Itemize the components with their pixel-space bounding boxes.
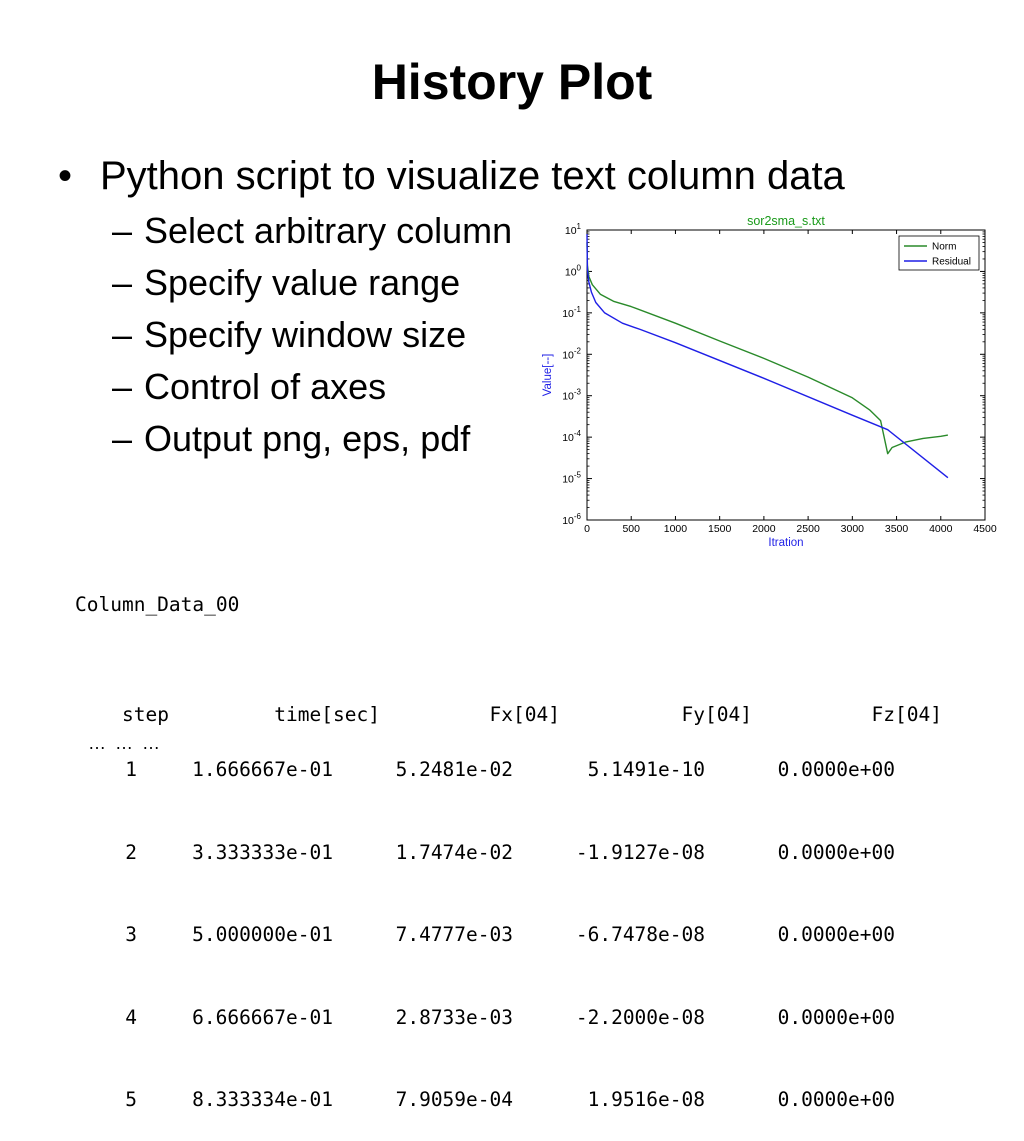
history-chart: 0 500 1000 1500 2000 2500 3000 3500 4000 4500 101 1… — [542, 214, 997, 549]
table-row: 3 5.000000e-01 7.4777e-03 -6.7478e-08 0.0000… — [75, 921, 942, 949]
table-cell: -2.2000e-08 — [575, 1005, 705, 1029]
x-tick-label: 2500 — [796, 523, 820, 535]
sub-bullet-text: Select arbitrary column — [144, 210, 513, 251]
series-line-norm — [586, 242, 949, 455]
table-cell: 0.0000e+00 — [777, 923, 895, 946]
legend-box — [898, 235, 980, 271]
table-row: 1 1.666667e-01 5.2481e-02 5.1491e-10 0.0000e… — [75, 756, 942, 784]
x-tick-label: 4000 — [929, 523, 953, 535]
sub-bullet: – Specify window size — [112, 309, 512, 361]
table-cell: 2 — [125, 840, 137, 864]
plot-frame — [586, 229, 986, 521]
y-tick-label: 10-5 — [562, 471, 581, 486]
bullet-marker: • — [58, 154, 73, 198]
x-tick-label: 500 — [622, 523, 640, 535]
dash-marker: – — [112, 262, 133, 303]
x-tick-label: 3500 — [885, 523, 909, 535]
table-header-row: step time[sec] Fx[04] Fy[04] Fz[04] — [75, 674, 942, 726]
y-tick-label: 10-1 — [562, 305, 581, 320]
dash-marker: – — [112, 210, 133, 251]
y-tick-label: 10-3 — [562, 388, 581, 403]
x-tick-label: 3000 — [841, 523, 865, 535]
sub-bullet-list: – Select arbitrary column – Specify value … — [112, 205, 512, 465]
x-tick-label: 1500 — [708, 523, 732, 535]
dash-marker: – — [112, 314, 133, 355]
y-tick-label: 10-6 — [562, 512, 581, 527]
y-tick-label: 10-4 — [562, 429, 581, 444]
table-ellipsis: … … … — [88, 733, 163, 753]
table-cell: 1 — [125, 758, 137, 781]
sub-bullet-text: Control of axes — [144, 366, 387, 407]
table-row: 2 3.333333e-01 1.7474e-02 -1.9127e-08 0.0000… — [75, 839, 942, 867]
legend-label: Residual — [932, 257, 971, 268]
table-header: step — [121, 703, 169, 726]
table-cell: 3.333333e-01 — [192, 840, 333, 864]
table-cell: 5.1491e-10 — [587, 758, 705, 781]
y-tick-label: 10-2 — [562, 346, 581, 361]
table-cell: 4 — [125, 1005, 137, 1029]
table-header: Fx[04] — [489, 703, 560, 726]
table-cell: 1.666667e-01 — [192, 758, 333, 781]
y-axis-label: Value[--] — [542, 354, 554, 397]
table-cell: 6.666667e-01 — [192, 1005, 333, 1029]
slide-title: History Plot — [371, 54, 653, 110]
x-tick-label: 2000 — [752, 523, 776, 535]
x-axis-label: Itration — [768, 537, 803, 549]
table-cell: 0.0000e+00 — [777, 1088, 895, 1111]
table-title: Column_Data_00 — [75, 593, 240, 616]
table-cell: 1.9516e-08 — [587, 1088, 705, 1111]
dash-marker: – — [112, 418, 133, 459]
chart-title: sor2sma_s.txt — [747, 214, 825, 228]
series-line-residual — [586, 234, 949, 479]
main-bullet-text: Python script to visualize text column d… — [100, 154, 845, 198]
table-cell: 5 — [125, 1088, 137, 1111]
column-data-table: Column_Data_00 step time[sec] Fx[04] Fy[04]… — [75, 536, 942, 1141]
sub-bullet: – Control of axes — [112, 361, 512, 413]
table-cell: 0.0000e+00 — [777, 758, 895, 781]
dash-marker: – — [112, 366, 133, 407]
table-row: 4 6.666667e-01 2.8733e-03 -2.2000e-08 0.0000… — [75, 1004, 942, 1032]
table-cell: 7.9059e-04 — [395, 1088, 513, 1111]
table-cell: 0.0000e+00 — [777, 1005, 895, 1029]
table-cell: 7.4777e-03 — [395, 923, 513, 946]
sub-bullet: – Specify value range — [112, 257, 512, 309]
x-tick-label: 1000 — [664, 523, 688, 535]
table-cell: -1.9127e-08 — [575, 840, 705, 864]
sub-bullet: – Select arbitrary column — [112, 205, 512, 257]
sub-bullet-text: Specify window size — [144, 314, 467, 355]
table-header: Fy[04] — [681, 703, 752, 726]
y-tick-label: 100 — [565, 263, 582, 278]
table-header: Fz[04] — [871, 703, 942, 726]
table-row: 5 8.333334e-01 7.9059e-04 1.9516e-08 0.0000e… — [75, 1086, 942, 1114]
sub-bullet-text: Specify value range — [144, 262, 461, 303]
table-cell: -6.7478e-08 — [575, 923, 705, 946]
table-cell: 3 — [125, 923, 137, 946]
table-header: time[sec] — [274, 703, 380, 726]
legend-label: Norm — [932, 242, 956, 253]
table-cell: 5.2481e-02 — [395, 758, 513, 781]
sub-bullet: – Output png, eps, pdf — [112, 413, 512, 465]
table-cell: 0.0000e+00 — [777, 840, 895, 864]
x-tick-label: 0 — [584, 523, 590, 535]
table-cell: 1.7474e-02 — [395, 840, 513, 864]
x-tick-label: 4500 — [973, 523, 997, 535]
table-cell: 8.333334e-01 — [192, 1088, 333, 1111]
sub-bullet-text: Output png, eps, pdf — [144, 418, 471, 459]
y-tick-label: 101 — [565, 222, 582, 237]
table-cell: 2.8733e-03 — [395, 1005, 513, 1029]
main-bullet: • Python script to visualize text column … — [58, 148, 845, 204]
table-cell: 5.000000e-01 — [192, 923, 333, 946]
